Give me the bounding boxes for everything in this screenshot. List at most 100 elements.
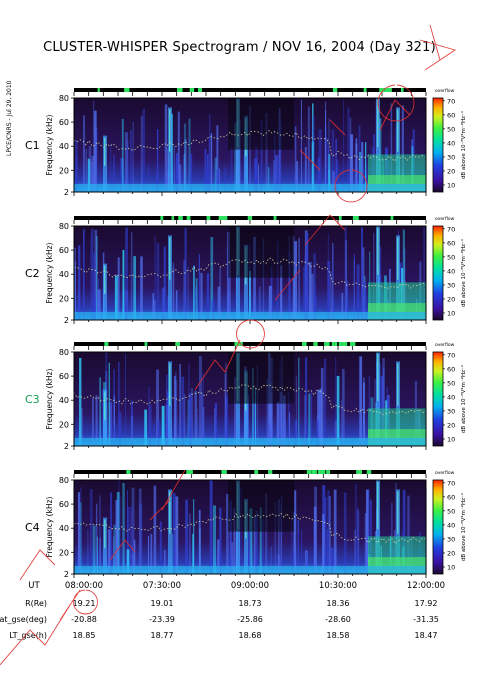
data-availability-bar <box>73 216 427 224</box>
colorbar-tick-label: 60 <box>447 493 455 501</box>
x-tick-label: 08:00:00 <box>65 581 103 591</box>
colorbar-tick-label: 10 <box>447 435 455 443</box>
y-tick-label: 40 <box>59 270 69 279</box>
y-tick-label: 20 <box>59 548 69 557</box>
colorbar-axis-label: dB above 10⁻⁸V²m⁻²Hz⁻¹ <box>460 365 467 433</box>
colorbar: 70 60 50 40 30 20 10 overflow dB above 10⁻⁸V²m⁻²… <box>432 342 467 447</box>
data-availability-bar <box>73 470 427 478</box>
colorbar-overflow-label: overflow <box>435 216 455 222</box>
colorbar-tick-label: 50 <box>447 507 455 515</box>
ephemeris-value: 17.92 <box>415 599 438 608</box>
spectrogram-emissions <box>73 480 427 574</box>
ephemeris-label: LT_gse(h) <box>9 631 47 640</box>
colorbar: 70 60 50 40 30 20 10 overflow dB above 10⁻⁸V²m⁻²… <box>432 470 467 575</box>
y-tick-label: 2 <box>64 442 69 451</box>
colorbar-tick-label: 40 <box>447 267 455 275</box>
colorbar-tick-label: 10 <box>447 563 455 571</box>
colorbar-tick-label: 30 <box>447 281 455 289</box>
ephemeris-label: Lat_gse(deg) <box>0 615 47 624</box>
colorbar-tick-label: 20 <box>447 295 455 303</box>
panel-label: C3 <box>25 393 40 406</box>
colorbar-tick-label: 50 <box>447 125 455 133</box>
y-tick-label: 60 <box>59 118 69 127</box>
spectrogram-emissions <box>73 226 426 320</box>
colorbar-tick-label: 60 <box>447 239 455 247</box>
colorbar-tick-label: 70 <box>447 479 455 487</box>
chart-title: CLUSTER-WHISPER Spectrogram / NOV 16, 20… <box>43 40 436 55</box>
colorbar-tick-label: 20 <box>447 167 455 175</box>
y-tick-label: 20 <box>59 420 69 429</box>
y-tick-label: 2 <box>64 188 69 197</box>
panel-c3: 80 60 40 20 2 Frequency (kHz) C3 70 60 50 40 30 20 10… <box>25 342 467 451</box>
ephemeris-label: R(Re) <box>25 599 47 608</box>
colorbar-tick-label: 60 <box>447 365 455 373</box>
panel-label: C4 <box>25 521 40 534</box>
ephemeris-value: 18.58 <box>327 631 350 640</box>
colorbar-tick-label: 50 <box>447 379 455 387</box>
panel-c4: 80 60 40 20 2 Frequency (kHz) C4 70 60 50 40 30 20 10… <box>25 470 467 579</box>
y-tick-label: 40 <box>59 524 69 533</box>
y-tick-label: 2 <box>64 570 69 579</box>
x-tick-label: 07:30:00 <box>143 581 181 591</box>
data-availability-bar <box>73 342 427 350</box>
colorbar-tick-label: 70 <box>447 225 455 233</box>
colorbar-overflow-label: overflow <box>435 342 455 348</box>
x-axis-label: UT <box>28 581 40 591</box>
y-axis-label: Frequency (kHz) <box>45 368 54 429</box>
ephemeris-value: 18.47 <box>415 631 438 640</box>
ephemeris-value: 18.77 <box>151 631 174 640</box>
colorbar-tick-label: 60 <box>447 111 455 119</box>
colorbar-tick-label: 10 <box>447 309 455 317</box>
colorbar-tick-label: 20 <box>447 421 455 429</box>
panel-label: C2 <box>25 267 40 280</box>
data-availability-bar <box>73 88 427 96</box>
spectrogram-emissions <box>73 352 426 446</box>
x-tick-label: 09:00:00 <box>231 581 269 591</box>
colorbar-overflow-label: overflow <box>435 88 455 94</box>
x-tick-label: 12:00:00 <box>407 581 445 591</box>
panel-label: C1 <box>25 139 40 152</box>
y-tick-label: 80 <box>59 348 69 357</box>
y-tick-label: 20 <box>59 166 69 175</box>
colorbar-axis-label: dB above 10⁻⁸V²m⁻²Hz⁻¹ <box>460 111 467 179</box>
ephemeris-value: -31.35 <box>413 615 439 624</box>
ephemeris-value: 18.36 <box>327 599 350 608</box>
x-tick-label: 10:30:00 <box>319 581 357 591</box>
ephemeris-value: 18.73 <box>239 599 262 608</box>
colorbar-tick-label: 40 <box>447 139 455 147</box>
colorbar-axis-label: dB above 10⁻⁸V²m⁻²Hz⁻¹ <box>460 493 467 561</box>
y-tick-label: 80 <box>59 222 69 231</box>
ephemeris-value: 18.68 <box>239 631 262 640</box>
y-axis-label: Frequency (kHz) <box>45 496 54 557</box>
y-tick-label: 80 <box>59 476 69 485</box>
colorbar-tick-label: 30 <box>447 153 455 161</box>
y-tick-label: 40 <box>59 396 69 405</box>
colorbar-axis-label: dB above 10⁻⁸V²m⁻²Hz⁻¹ <box>460 239 467 307</box>
ephemeris-value: -28.60 <box>325 615 351 624</box>
colorbar-tick-label: 50 <box>447 253 455 261</box>
y-axis-label: Frequency (kHz) <box>45 114 54 175</box>
spectrogram-emissions <box>73 98 426 192</box>
ephemeris-value: 19.01 <box>151 599 174 608</box>
colorbar-tick-label: 20 <box>447 549 455 557</box>
colorbar-tick-label: 40 <box>447 393 455 401</box>
ephemeris-value: -23.39 <box>149 615 175 624</box>
y-axis-label: Frequency (kHz) <box>45 242 54 303</box>
colorbar-tick-label: 40 <box>447 521 455 529</box>
ephemeris-value: -25.86 <box>237 615 263 624</box>
colorbar-tick-label: 70 <box>447 97 455 105</box>
colorbar-tick-label: 30 <box>447 407 455 415</box>
panel-c2: 80 60 40 20 2 Frequency (kHz) C2 70 60 50 40 30 20 10… <box>25 216 467 325</box>
watermark-stamp <box>0 24 457 666</box>
y-tick-label: 60 <box>59 246 69 255</box>
colorbar-overflow-label: overflow <box>435 470 455 476</box>
colorbar-tick-label: 70 <box>447 351 455 359</box>
panel-c1: 80 60 40 20 2 Frequency (kHz) C1 70 60 50 40 30 20 10… <box>25 88 467 197</box>
colorbar: 70 60 50 40 30 20 10 overflow dB above 10⁻⁸V²m⁻²… <box>432 88 467 193</box>
y-tick-label: 60 <box>59 372 69 381</box>
colorbar: 70 60 50 40 30 20 10 overflow dB above 10⁻⁸V²m⁻²… <box>432 216 467 321</box>
y-tick-label: 40 <box>59 142 69 151</box>
ephemeris-value: -20.88 <box>71 615 97 624</box>
y-tick-label: 80 <box>59 94 69 103</box>
